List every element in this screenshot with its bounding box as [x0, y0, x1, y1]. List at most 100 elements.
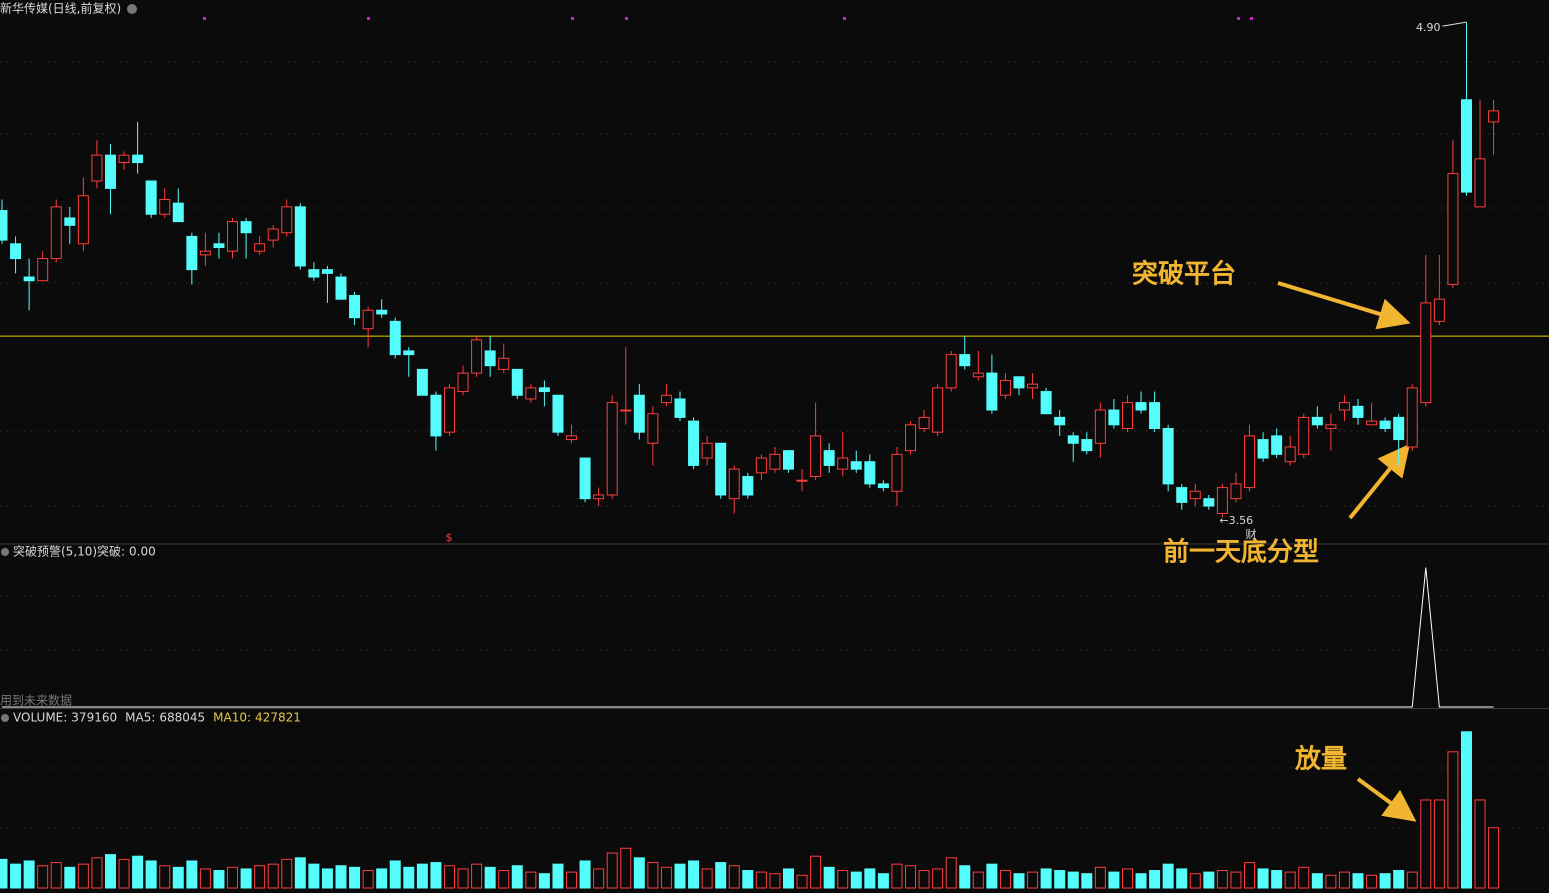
volume-bar	[850, 871, 862, 889]
candle-body	[457, 372, 469, 393]
candle-body	[1176, 487, 1188, 503]
candle-body	[864, 461, 876, 485]
volume-bar	[538, 873, 550, 889]
arrow	[1348, 443, 1411, 520]
candle-body	[796, 479, 808, 482]
volume-bar	[294, 857, 306, 889]
volume-bar	[633, 857, 645, 889]
volume-bar	[1108, 871, 1120, 889]
candle-body	[1203, 498, 1215, 507]
legend-name: VOLUME:	[13, 711, 67, 725]
volume-bar	[1054, 870, 1066, 889]
candle-body	[891, 453, 903, 492]
volume-bar	[498, 870, 510, 889]
candle-body	[471, 339, 483, 374]
candle-body	[403, 350, 415, 356]
volume-bar	[1257, 868, 1269, 889]
candle-body	[1298, 416, 1310, 455]
candle-body	[321, 269, 333, 274]
candle-body	[389, 320, 401, 356]
candle-body	[1244, 435, 1256, 489]
candle-body	[810, 435, 822, 478]
candle-body	[918, 416, 930, 429]
legend-name: MA5:	[125, 711, 155, 725]
volume-bar	[1162, 863, 1174, 889]
candle-body	[1325, 424, 1337, 429]
candle-body	[240, 221, 252, 234]
volume-bar	[1081, 873, 1093, 889]
candle-body	[932, 387, 944, 433]
volume-bar	[227, 866, 239, 889]
volume-bar	[1406, 871, 1418, 889]
volume-bar	[1176, 868, 1188, 889]
volume-bar	[64, 866, 76, 889]
candle-body	[1352, 405, 1364, 418]
volume-bar	[959, 865, 971, 889]
candle-body	[50, 206, 62, 260]
legend-value: 427821	[255, 711, 301, 725]
candle-body	[633, 394, 645, 433]
candle-body	[159, 198, 171, 215]
volume-bar	[701, 868, 713, 889]
volume-bar	[267, 863, 279, 889]
volume-bar	[932, 868, 944, 889]
candle-body	[199, 250, 211, 256]
volume-bar	[864, 868, 876, 889]
volume-bar	[1244, 862, 1256, 889]
candle-body	[959, 354, 971, 367]
candle-body	[1474, 158, 1486, 208]
candle-body	[443, 387, 455, 433]
volume-bar	[0, 858, 8, 889]
candle-body	[1284, 446, 1296, 463]
candle-body	[1013, 376, 1025, 389]
volume-bar	[1189, 873, 1201, 889]
note: 用到未来数据	[0, 693, 72, 708]
volume-bar	[1433, 799, 1445, 889]
volume-bar	[1338, 871, 1350, 889]
candle-body	[1067, 435, 1079, 444]
volume-bar	[118, 858, 130, 889]
candle-body	[1460, 99, 1472, 193]
high-label: 4.90	[1416, 21, 1441, 34]
candle-body	[1162, 427, 1174, 485]
volume-bar	[660, 866, 672, 889]
candle-body	[1081, 439, 1093, 452]
indicator-name: 突破:	[97, 544, 125, 559]
volume-bar	[172, 866, 184, 889]
volume-bar	[1460, 731, 1472, 889]
volume-bar	[945, 857, 957, 889]
legend-value: 688045	[159, 711, 205, 725]
volume-bar	[213, 870, 225, 889]
volume-bar	[132, 855, 144, 889]
volume-bar	[254, 865, 266, 889]
volume-bar	[552, 863, 564, 889]
volume-bar	[145, 860, 157, 889]
volume-bar	[416, 863, 428, 889]
volume-bar	[755, 871, 767, 889]
candle-body	[837, 457, 849, 470]
candle-body	[755, 457, 767, 474]
volume-bar	[986, 863, 998, 889]
volume-bar	[742, 870, 754, 889]
volume-bar	[199, 868, 211, 889]
volume-bar	[37, 865, 49, 889]
candle-body	[945, 354, 957, 389]
menu-icon[interactable]	[1, 548, 9, 556]
volume-bar	[1284, 871, 1296, 889]
candle-body	[362, 309, 374, 330]
candle-body	[0, 210, 8, 241]
menu-icon[interactable]	[1, 714, 9, 722]
candle-body	[1230, 483, 1242, 500]
candle-body	[850, 461, 862, 470]
candle-body	[376, 309, 388, 315]
candle-body	[213, 243, 225, 248]
volume-bar	[281, 858, 293, 889]
menu-icon[interactable]	[127, 4, 137, 14]
candle-body	[1257, 439, 1269, 459]
legend-value: 379160	[71, 711, 117, 725]
candle-body	[606, 402, 618, 496]
candle-body	[1433, 298, 1445, 322]
candle-body	[1488, 110, 1500, 123]
candle-body	[294, 206, 306, 267]
